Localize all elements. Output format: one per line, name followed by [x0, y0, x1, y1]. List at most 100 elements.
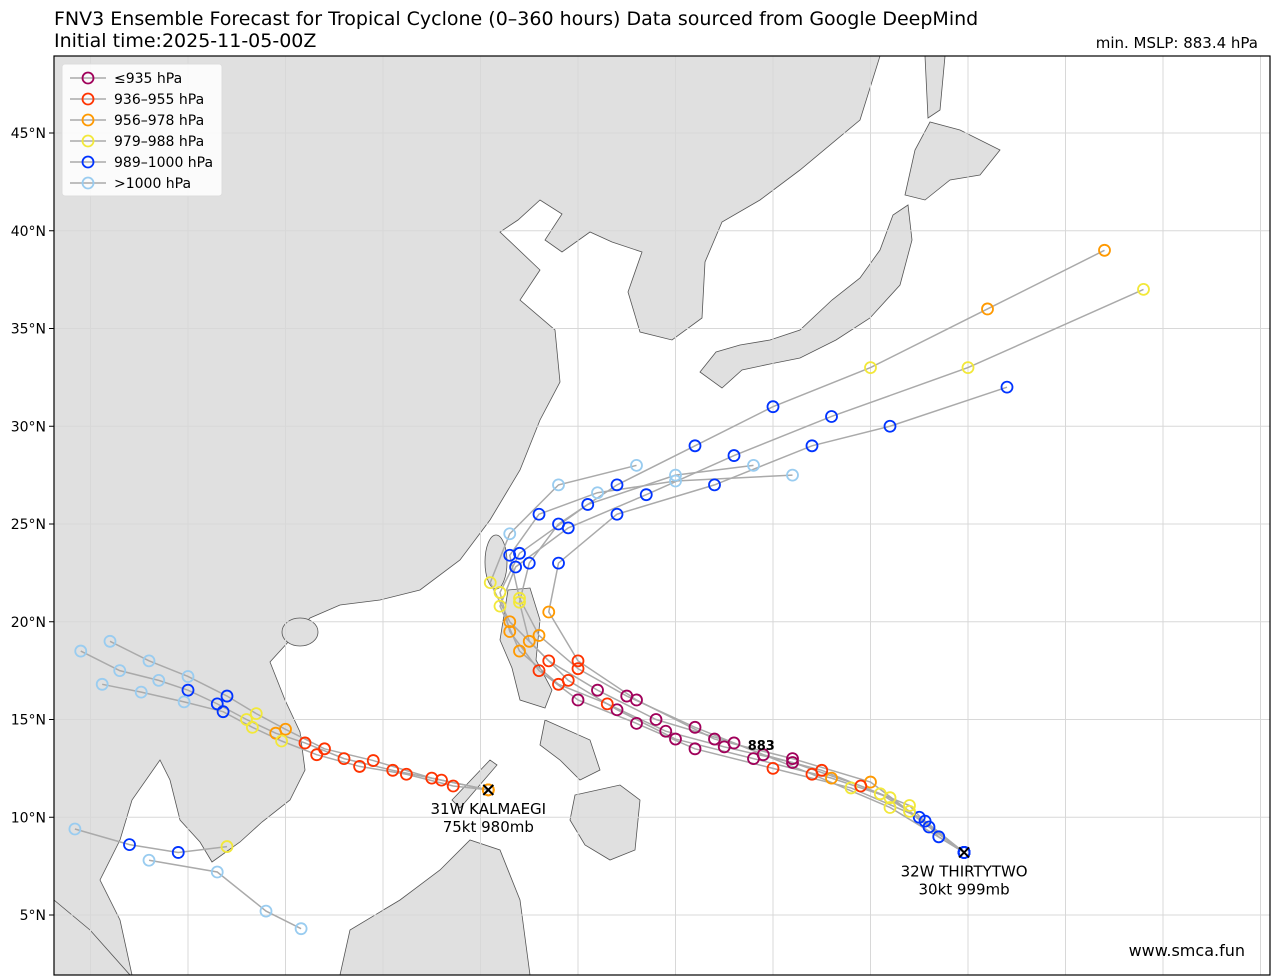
- track-point: [591, 486, 604, 500]
- storm-name: 32W THIRTYTWO: [901, 862, 1028, 880]
- lat-tick-label: 40°N: [11, 224, 46, 240]
- visayas: [539, 719, 601, 781]
- track-point: [152, 674, 166, 687]
- map-frame: [53, 55, 1271, 976]
- track-point: [123, 838, 136, 852]
- track-line: [74, 828, 228, 854]
- track-point: [542, 605, 556, 619]
- track-point: [825, 410, 838, 423]
- legend-marker: [81, 134, 95, 148]
- lat-tick-label: 25°N: [11, 517, 46, 533]
- track-point: [786, 756, 799, 769]
- track-line: [102, 683, 489, 791]
- track-point: [210, 865, 224, 879]
- legend: ≤935 hPa 936–955 hPa 956–978 hPa 979–988 hP…: [61, 63, 223, 197]
- lat-tick-label: 5°N: [20, 908, 46, 924]
- track-point: [961, 361, 975, 375]
- track-point: [1098, 243, 1111, 257]
- track-point: [425, 771, 439, 785]
- track-line: [508, 474, 965, 854]
- track-point: [522, 634, 536, 648]
- legend-label: ≤935 hPa: [114, 71, 182, 87]
- legend-label: 979–988 hPa: [114, 134, 204, 150]
- track-line: [518, 249, 1105, 854]
- subtitle: Initial time:2025-11-05-00Z: [54, 30, 316, 52]
- legend-label: 989–1000 hPa: [114, 155, 213, 171]
- sumatra-malaya: [54, 899, 131, 975]
- track-point: [220, 689, 234, 703]
- track-point: [981, 302, 994, 316]
- tracks: [68, 243, 1150, 936]
- track-point: [337, 752, 351, 765]
- land: [54, 56, 1001, 975]
- track-point: [298, 736, 312, 750]
- track-point: [708, 478, 721, 492]
- legend-marker: [81, 113, 95, 127]
- track-point: [957, 846, 971, 859]
- track-point: [532, 664, 546, 678]
- track-point: [552, 556, 565, 570]
- track-point: [571, 693, 585, 707]
- track-point: [353, 760, 367, 773]
- track-point: [481, 783, 495, 797]
- track-point: [571, 662, 585, 676]
- storm-position: [482, 784, 495, 796]
- track-point: [181, 683, 195, 697]
- track-point: [177, 695, 191, 709]
- track-point: [815, 763, 829, 777]
- track-point: [509, 560, 522, 574]
- track-point: [279, 722, 292, 736]
- track-point: [561, 521, 575, 535]
- track-point: [805, 439, 819, 453]
- track-point: [366, 754, 380, 767]
- track-line: [547, 386, 1008, 854]
- track-line: [489, 464, 965, 854]
- legend-label: 956–978 hPa: [114, 113, 204, 129]
- track-point: [522, 556, 536, 570]
- track-point: [310, 748, 324, 762]
- track-point: [918, 814, 932, 828]
- track-point: [766, 400, 780, 414]
- track-point: [717, 740, 731, 754]
- track-point: [245, 720, 259, 734]
- track-point: [552, 677, 565, 691]
- legend-box: [61, 63, 223, 197]
- lat-tick-label: 15°N: [11, 713, 46, 729]
- track-point: [620, 689, 634, 703]
- storm-position: [958, 846, 970, 859]
- min-pressure-label: 883: [748, 739, 775, 754]
- track-point: [483, 576, 497, 590]
- lat-tick-label: 35°N: [11, 322, 46, 338]
- mindanao: [569, 784, 641, 861]
- track-point: [171, 846, 185, 859]
- track-point: [688, 439, 702, 453]
- track-point: [903, 804, 916, 818]
- track-point: [610, 507, 624, 521]
- track-point: [532, 629, 546, 642]
- mainland: [54, 56, 881, 975]
- track-point: [113, 664, 127, 678]
- track-point: [399, 767, 413, 781]
- hainan: [281, 617, 319, 647]
- track-point: [532, 507, 546, 521]
- track-point: [503, 527, 517, 541]
- track-point: [1137, 282, 1150, 296]
- track-point: [503, 625, 517, 638]
- track-point: [659, 724, 673, 738]
- lat-tick-label: 20°N: [11, 615, 46, 631]
- track-point: [542, 654, 556, 668]
- track-point: [1000, 380, 1014, 394]
- track-point: [786, 752, 799, 765]
- track-point: [591, 683, 604, 697]
- track-point: [294, 922, 308, 936]
- track-point: [688, 742, 702, 756]
- track-point: [142, 853, 156, 867]
- track-point: [493, 586, 507, 599]
- track-point: [786, 468, 799, 482]
- legend-label: 936–955 hPa: [114, 92, 204, 108]
- japan: [699, 204, 913, 389]
- storm-name: 31W KALMAEGI: [430, 800, 546, 818]
- track-point: [756, 748, 770, 762]
- lat-axis: 5°N 10°N 15°N 20°N 25°N 30°N 35°N 40°N 45°N: [11, 126, 54, 924]
